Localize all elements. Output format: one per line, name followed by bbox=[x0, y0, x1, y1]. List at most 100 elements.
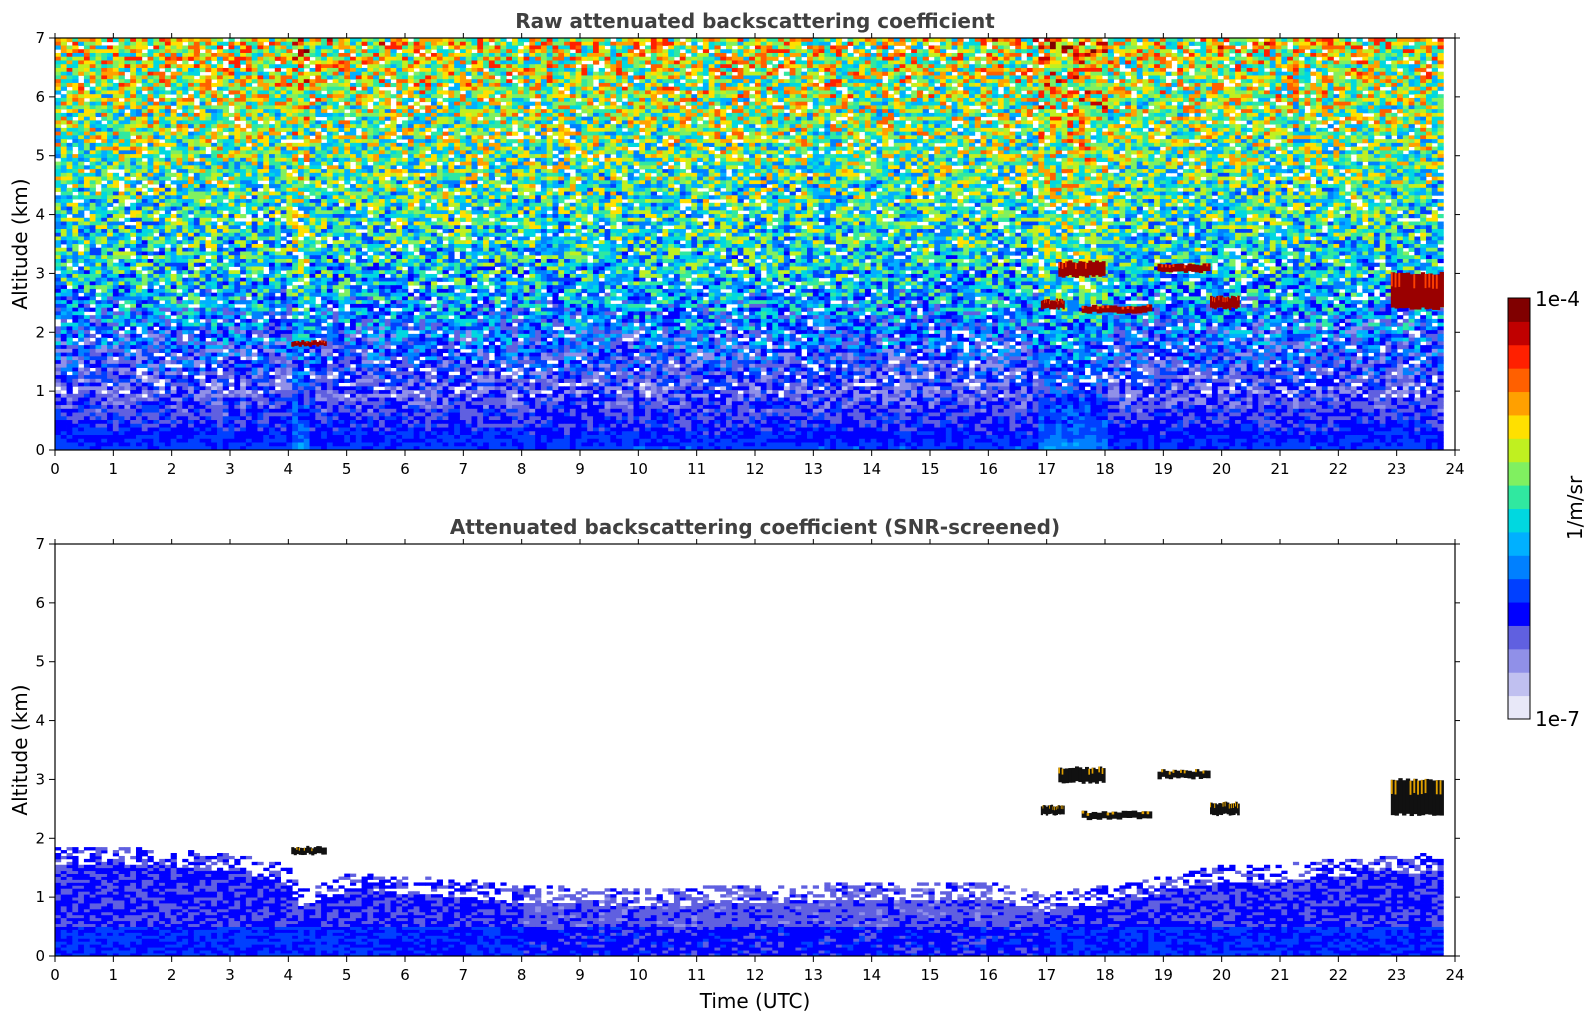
heat-cell bbox=[761, 102, 767, 106]
heat-cell bbox=[217, 68, 223, 72]
heat-cell bbox=[1102, 109, 1108, 113]
heat-cell bbox=[668, 120, 674, 124]
heat-cell bbox=[1247, 53, 1253, 57]
heat-cell bbox=[211, 83, 217, 87]
heat-cell bbox=[310, 60, 316, 64]
heat-cell bbox=[807, 38, 813, 42]
heat-cell bbox=[1270, 49, 1276, 53]
heat-cell bbox=[894, 98, 900, 102]
heat-cell bbox=[292, 64, 298, 68]
heat-cell bbox=[119, 42, 125, 46]
heat-cell bbox=[1067, 72, 1073, 76]
heat-cell bbox=[252, 117, 258, 121]
heat-cell bbox=[1339, 90, 1345, 94]
heat-cell bbox=[1050, 90, 1056, 94]
heat-cell bbox=[78, 113, 84, 117]
heat-cell bbox=[1166, 53, 1172, 57]
heat-cell bbox=[1102, 105, 1108, 109]
heat-cell bbox=[790, 53, 796, 57]
heat-cell bbox=[1339, 38, 1345, 42]
heat-cell bbox=[651, 60, 657, 64]
heat-cell bbox=[1067, 64, 1073, 68]
heat-cell bbox=[182, 53, 188, 57]
heat-cell bbox=[402, 87, 408, 91]
heat-cell bbox=[651, 98, 657, 102]
heat-cell bbox=[1090, 60, 1096, 64]
heat-cell bbox=[1438, 60, 1444, 64]
heat-cell bbox=[269, 87, 275, 91]
heat-cell bbox=[957, 53, 963, 57]
heat-cell bbox=[286, 53, 292, 57]
heat-cell bbox=[934, 102, 940, 106]
heat-cell bbox=[1189, 53, 1195, 57]
heat-cell bbox=[1409, 45, 1415, 49]
heat-cell bbox=[1385, 98, 1391, 102]
heat-cell bbox=[1235, 72, 1241, 76]
heat-cell bbox=[824, 53, 830, 57]
heat-cell bbox=[1241, 75, 1247, 79]
heat-cell bbox=[1073, 57, 1079, 61]
heat-cell bbox=[90, 102, 96, 106]
heat-cell bbox=[1357, 45, 1363, 49]
heat-cell bbox=[356, 42, 362, 46]
heat-cell bbox=[865, 53, 871, 57]
heat-cell bbox=[1038, 42, 1044, 46]
heat-cell bbox=[686, 38, 692, 42]
heat-cell bbox=[281, 38, 287, 42]
heat-cell bbox=[466, 87, 472, 91]
heat-cell bbox=[784, 117, 790, 121]
heat-cell bbox=[720, 90, 726, 94]
heat-cell bbox=[72, 79, 78, 83]
heat-cell bbox=[1027, 83, 1033, 87]
heat-cell bbox=[900, 87, 906, 91]
heat-cell bbox=[246, 120, 252, 124]
heat-cell bbox=[1212, 38, 1218, 42]
heat-cell bbox=[824, 113, 830, 117]
heat-cell bbox=[101, 109, 107, 113]
heat-cell bbox=[67, 64, 73, 68]
heat-cell bbox=[998, 64, 1004, 68]
heat-cell bbox=[275, 83, 281, 87]
heat-cell bbox=[171, 57, 177, 61]
heat-cell bbox=[1403, 83, 1409, 87]
heat-cell bbox=[680, 109, 686, 113]
heat-cell bbox=[107, 53, 113, 57]
heat-cell bbox=[1403, 90, 1409, 94]
heat-cell bbox=[1171, 42, 1177, 46]
heat-cell bbox=[229, 49, 235, 53]
heat-cell bbox=[952, 38, 958, 42]
heat-cell bbox=[639, 102, 645, 106]
heat-cell bbox=[84, 105, 90, 109]
heat-cell bbox=[552, 113, 558, 117]
heat-cell bbox=[315, 102, 321, 106]
heat-cell bbox=[795, 90, 801, 94]
heat-cell bbox=[483, 90, 489, 94]
heat-cell bbox=[865, 49, 871, 53]
heat-cell bbox=[911, 68, 917, 72]
heat-cell bbox=[1426, 113, 1432, 117]
heat-cell bbox=[1420, 49, 1426, 53]
heat-cell bbox=[1056, 83, 1062, 87]
heat-cell bbox=[686, 57, 692, 61]
heat-cell bbox=[1380, 94, 1386, 98]
heat-cell bbox=[1143, 72, 1149, 76]
heat-cell bbox=[1027, 57, 1033, 61]
heat-cell bbox=[1148, 113, 1154, 117]
heat-cell bbox=[229, 98, 235, 102]
heat-cell bbox=[252, 45, 258, 49]
heat-cell bbox=[622, 75, 628, 79]
heat-cell bbox=[1270, 102, 1276, 106]
heat-cell bbox=[286, 117, 292, 121]
heat-cell bbox=[1200, 117, 1206, 121]
heat-cell bbox=[720, 102, 726, 106]
heat-cell bbox=[385, 72, 391, 76]
heat-cell bbox=[1137, 75, 1143, 79]
heat-cell bbox=[605, 102, 611, 106]
heat-cell bbox=[1171, 117, 1177, 121]
heat-cell bbox=[524, 83, 530, 87]
heat-cell bbox=[674, 49, 680, 53]
heat-cell bbox=[1004, 109, 1010, 113]
heat-cell bbox=[257, 75, 263, 79]
heat-cell bbox=[645, 113, 651, 117]
heat-cell bbox=[379, 98, 385, 102]
